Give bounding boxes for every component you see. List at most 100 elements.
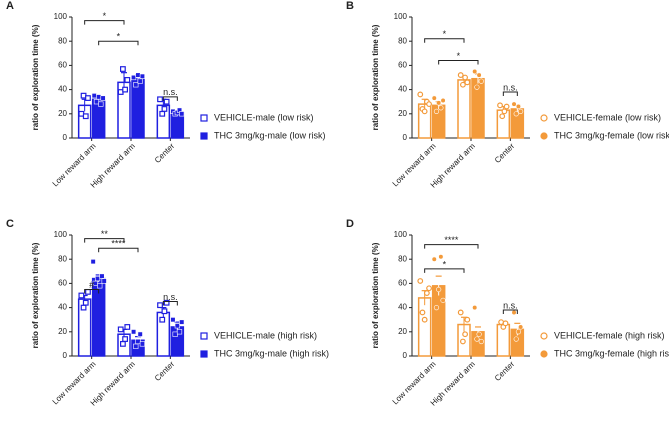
significance-label: * — [457, 51, 461, 61]
error-bar — [435, 275, 442, 296]
data-point — [433, 305, 440, 311]
significance-bracket — [84, 20, 125, 25]
data-point — [476, 72, 482, 78]
data-point — [515, 329, 522, 335]
data-point — [139, 341, 146, 347]
legend-marker — [200, 350, 208, 358]
data-point — [464, 316, 471, 323]
y-tick-label: 80 — [398, 254, 407, 263]
y-axis-label: ratio of exploration time (%) — [371, 242, 380, 348]
panel-label: B — [346, 0, 354, 12]
legend-marker — [540, 132, 548, 140]
data-point — [474, 84, 480, 90]
data-point — [457, 309, 464, 316]
data-point — [462, 331, 469, 338]
x-tick-label: Center — [153, 141, 177, 165]
data-point — [474, 336, 480, 342]
y-tick-label: 0 — [403, 351, 408, 360]
data-point — [511, 309, 517, 316]
significance-label: n.s. — [163, 292, 178, 302]
data-point — [131, 329, 137, 335]
data-point — [438, 105, 444, 111]
significance-label: n.s. — [163, 87, 178, 97]
significance-bracket — [438, 60, 479, 65]
data-point — [460, 338, 466, 345]
data-point — [513, 336, 519, 342]
data-point — [122, 86, 129, 93]
significance-label: * — [103, 11, 107, 21]
y-tick-label: 100 — [394, 12, 408, 21]
data-point — [101, 278, 107, 284]
data-point — [174, 323, 180, 329]
data-point — [163, 98, 170, 105]
significance-label: * — [443, 259, 447, 269]
legend-marker — [200, 332, 208, 340]
data-point — [417, 278, 424, 284]
significance-bracket — [424, 38, 465, 43]
data-point — [478, 338, 484, 345]
data-point — [426, 285, 432, 292]
significance-bracket — [502, 309, 518, 315]
panel-label: A — [6, 0, 14, 12]
significance-label: **** — [111, 239, 126, 249]
significance-bracket — [424, 268, 465, 273]
significance-bracket — [424, 244, 479, 249]
data-point — [515, 103, 522, 110]
data-point — [97, 283, 103, 289]
data-point — [117, 326, 124, 333]
data-point — [161, 308, 168, 315]
legend-label: VEHICLE-female (low risk) — [554, 112, 661, 122]
data-point — [431, 95, 437, 101]
y-tick-label: 100 — [54, 230, 68, 239]
y-tick-label: 60 — [398, 61, 407, 70]
data-point — [161, 106, 168, 112]
data-point — [421, 108, 428, 115]
data-point — [96, 94, 102, 100]
data-point — [440, 297, 446, 303]
data-point — [85, 95, 91, 101]
y-tick-label: 20 — [398, 327, 407, 336]
data-point — [433, 108, 440, 114]
data-point — [518, 108, 524, 114]
data-point — [119, 66, 126, 72]
bar — [457, 79, 471, 139]
data-point — [179, 319, 185, 325]
data-point — [131, 74, 137, 81]
x-tick-label: Center — [153, 359, 177, 383]
y-tick-label: 40 — [58, 85, 67, 94]
y-tick-label: 40 — [58, 303, 67, 312]
y-tick-label: 0 — [63, 133, 68, 142]
data-point — [124, 77, 131, 83]
y-tick-label: 80 — [398, 36, 407, 45]
data-point — [476, 331, 482, 337]
y-tick-label: 40 — [398, 85, 407, 94]
data-point — [85, 288, 91, 295]
data-point — [436, 100, 442, 106]
significance-label: * — [117, 32, 121, 42]
data-point — [98, 101, 104, 107]
significance-bracket — [98, 247, 139, 253]
data-point — [513, 111, 519, 117]
significance-label: n.s. — [503, 82, 518, 92]
data-point — [172, 331, 178, 337]
y-tick-label: 60 — [58, 61, 67, 70]
data-point — [157, 96, 163, 103]
y-tick-label: 20 — [58, 327, 67, 336]
data-point — [135, 72, 141, 78]
data-point — [100, 95, 106, 101]
y-tick-label: 80 — [58, 36, 67, 45]
y-axis-label: ratio of exploration time (%) — [31, 242, 40, 348]
bar — [417, 297, 432, 357]
y-tick-label: 100 — [394, 230, 408, 239]
y-tick-label: 20 — [398, 109, 407, 118]
data-point — [457, 72, 464, 78]
data-point — [462, 74, 469, 81]
legend-label: THC 3mg/kg-male (low risk) — [214, 130, 326, 140]
legend-label: THC 3mg/kg-female (high risk) — [554, 348, 669, 358]
bar — [170, 111, 185, 139]
x-tick-label: Center — [493, 141, 517, 165]
significance-bracket — [502, 91, 518, 97]
x-tick-label: Center — [493, 359, 517, 383]
